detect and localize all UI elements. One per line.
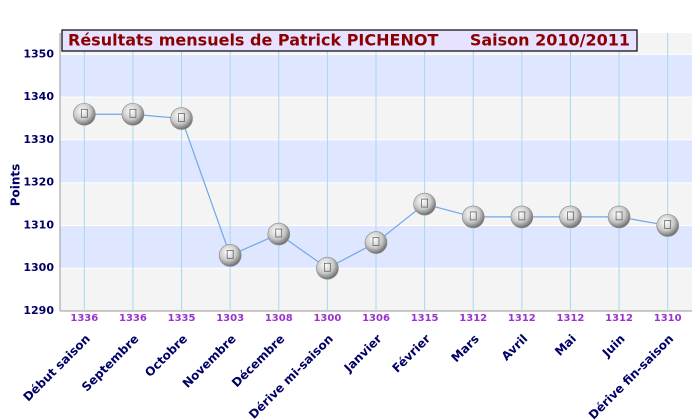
y-tick-label: 1290 — [23, 304, 54, 317]
point-icon — [518, 211, 526, 221]
point-icon — [324, 262, 331, 272]
data-point — [510, 205, 534, 229]
x-tick-label: Janvier — [341, 332, 385, 376]
y-tick-label: 1350 — [23, 47, 54, 60]
value-label: 1303 — [216, 313, 244, 324]
point-icon — [372, 237, 380, 246]
value-label: 1312 — [605, 313, 633, 324]
data-point — [559, 205, 582, 229]
value-label: 1336 — [70, 313, 98, 324]
point-icon — [421, 198, 428, 208]
point-icon — [567, 211, 574, 221]
x-tick-label: Début saison — [20, 332, 92, 404]
y-tick-label: 1330 — [23, 133, 54, 146]
y-axis-label: Points — [9, 164, 23, 207]
x-tick-label: Dérive fin-saison — [586, 332, 676, 420]
x-tick-label: Mai — [552, 332, 579, 359]
chart-subtitle: Saison 2010/2011 — [470, 31, 630, 50]
value-label: 1315 — [411, 313, 439, 324]
data-point — [607, 205, 631, 229]
x-tick-label: Octobre — [142, 332, 190, 380]
y-tick-label: 1320 — [23, 176, 54, 189]
data-point — [121, 102, 145, 126]
data-point — [656, 214, 679, 237]
x-tick-label: Février — [390, 332, 434, 376]
data-point — [316, 256, 339, 280]
data-point — [73, 102, 96, 126]
y-tick-label: 1340 — [23, 90, 54, 103]
point-icon — [664, 220, 672, 229]
x-tick-label: Avril — [499, 332, 531, 364]
data-point — [218, 244, 242, 267]
value-label: 1310 — [654, 313, 682, 324]
value-label: 1335 — [168, 313, 196, 324]
data-point — [461, 205, 485, 229]
value-label: 1312 — [557, 313, 585, 324]
data-point — [170, 107, 193, 130]
value-label: 1312 — [459, 313, 487, 324]
point-icon — [80, 108, 88, 118]
point-icon — [275, 228, 283, 238]
value-label: 1312 — [508, 313, 536, 324]
y-tick-label: 1300 — [23, 261, 54, 274]
data-point — [267, 222, 291, 246]
value-label: 1336 — [119, 313, 147, 324]
x-tick-label: Mars — [449, 332, 482, 365]
x-tick-label: Dérive mi-saison — [246, 332, 336, 420]
data-point — [413, 192, 436, 216]
y-tick-label: 1310 — [23, 218, 54, 231]
chart-title: Résultats mensuels de Patrick PICHENOT — [68, 31, 438, 50]
point-icon — [178, 113, 185, 122]
point-icon — [615, 211, 623, 221]
value-label: 1306 — [362, 313, 390, 324]
x-tick-label: Juin — [599, 332, 628, 361]
point-icon — [226, 250, 234, 259]
data-point — [364, 231, 388, 254]
point-icon — [129, 108, 137, 118]
value-label: 1308 — [265, 313, 293, 324]
point-icon — [469, 211, 477, 221]
value-label: 1300 — [313, 313, 341, 324]
title-box — [61, 29, 638, 52]
